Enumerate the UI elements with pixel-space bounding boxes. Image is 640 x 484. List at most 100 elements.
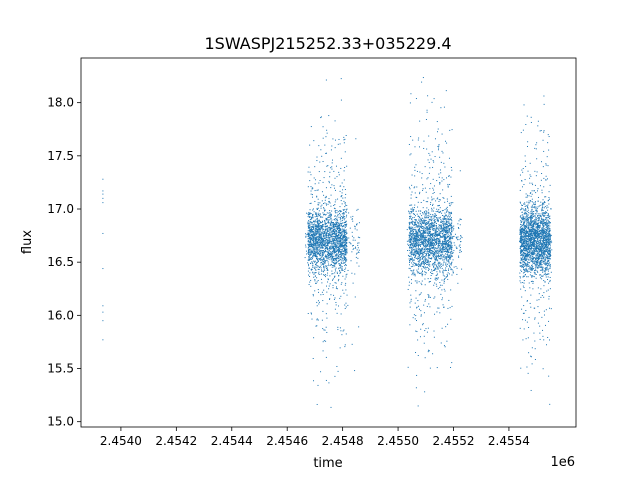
data-point xyxy=(546,248,548,250)
data-point xyxy=(340,265,342,267)
data-point xyxy=(342,235,344,237)
data-point xyxy=(428,262,430,264)
data-point xyxy=(345,276,347,278)
data-point xyxy=(310,243,312,245)
data-point xyxy=(345,249,347,251)
data-point xyxy=(444,269,446,271)
data-point xyxy=(448,216,450,218)
data-point xyxy=(336,236,338,238)
data-point xyxy=(314,216,316,218)
data-point xyxy=(435,222,437,224)
data-point xyxy=(342,242,344,244)
data-point xyxy=(329,241,331,243)
data-point xyxy=(422,188,424,190)
data-point xyxy=(424,255,426,257)
data-point xyxy=(414,192,416,194)
data-point xyxy=(320,242,322,244)
data-point xyxy=(338,225,340,227)
data-point xyxy=(322,328,324,330)
data-point xyxy=(310,226,312,228)
data-point xyxy=(332,273,334,275)
data-point xyxy=(318,219,320,221)
data-point xyxy=(417,252,419,254)
data-point xyxy=(422,189,424,191)
data-point xyxy=(438,238,440,240)
data-point xyxy=(448,231,450,233)
data-point xyxy=(450,289,452,291)
data-point xyxy=(342,289,344,291)
data-point xyxy=(329,214,331,216)
data-point xyxy=(409,247,411,249)
data-point xyxy=(314,239,316,241)
data-point xyxy=(418,261,420,263)
data-point xyxy=(437,240,439,242)
data-point xyxy=(420,249,422,251)
data-point xyxy=(438,173,440,175)
data-point xyxy=(458,239,460,241)
data-point xyxy=(450,234,452,236)
data-point xyxy=(313,244,315,246)
data-point xyxy=(426,217,428,219)
data-point xyxy=(357,257,359,259)
data-point xyxy=(415,240,417,242)
data-point xyxy=(332,287,334,289)
data-point xyxy=(433,210,435,212)
data-point xyxy=(440,251,442,253)
data-point xyxy=(423,342,425,344)
data-point xyxy=(332,240,334,242)
data-point xyxy=(329,264,331,266)
data-point xyxy=(409,226,411,228)
data-point xyxy=(413,241,415,243)
data-point xyxy=(444,229,446,231)
data-point xyxy=(524,239,526,241)
data-point xyxy=(331,232,333,234)
data-point xyxy=(454,244,456,246)
data-point xyxy=(441,212,443,214)
data-point xyxy=(521,229,523,231)
data-point xyxy=(460,234,462,236)
data-point xyxy=(337,220,339,222)
data-point xyxy=(409,224,411,226)
data-point xyxy=(315,263,317,265)
data-point xyxy=(422,240,424,242)
data-point xyxy=(426,264,428,266)
data-point xyxy=(449,241,451,243)
data-point xyxy=(343,229,345,231)
data-point xyxy=(340,255,342,257)
data-point xyxy=(542,206,544,208)
data-point xyxy=(327,272,329,274)
data-point xyxy=(316,305,318,307)
data-point xyxy=(420,282,422,284)
data-point xyxy=(414,246,416,248)
data-point xyxy=(414,233,416,235)
data-point xyxy=(320,245,322,247)
data-point xyxy=(316,232,318,234)
data-point xyxy=(530,258,532,260)
data-point xyxy=(519,280,521,282)
data-point xyxy=(330,230,332,232)
data-point xyxy=(331,222,333,224)
data-point xyxy=(310,239,312,241)
data-point xyxy=(316,160,318,162)
data-point xyxy=(446,177,448,179)
data-point xyxy=(323,225,325,227)
data-point xyxy=(527,250,529,252)
data-point xyxy=(311,246,313,248)
data-point xyxy=(438,255,440,257)
data-point xyxy=(330,224,332,226)
data-point xyxy=(315,242,317,244)
data-point xyxy=(543,150,545,152)
data-point xyxy=(425,243,427,245)
data-point xyxy=(430,215,432,217)
data-point xyxy=(455,266,457,268)
data-point xyxy=(459,250,461,252)
data-point xyxy=(423,237,425,239)
data-point xyxy=(437,205,439,207)
data-point xyxy=(337,239,339,241)
data-point xyxy=(343,225,345,227)
data-point xyxy=(338,227,340,229)
data-point xyxy=(319,223,321,225)
data-point xyxy=(449,256,451,258)
data-point xyxy=(532,232,534,234)
data-point xyxy=(312,272,314,274)
